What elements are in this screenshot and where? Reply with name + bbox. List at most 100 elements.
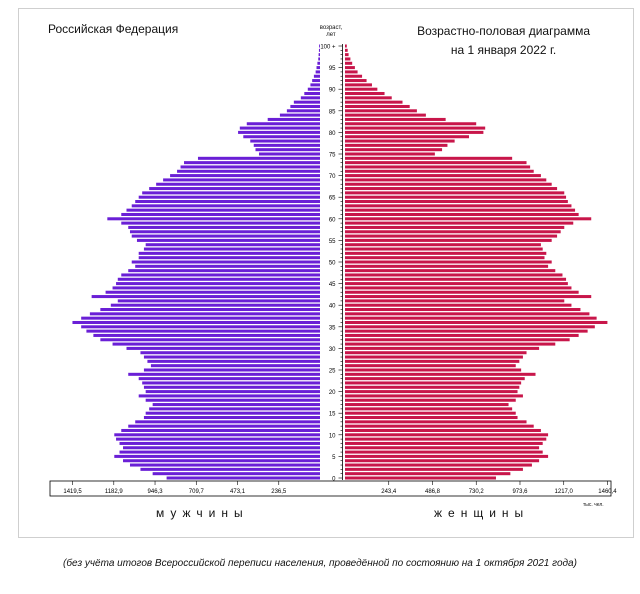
female-bar-age-71 — [345, 169, 534, 173]
male-bar-age-37 — [81, 316, 320, 320]
age-tick-label-55: 55 — [329, 239, 336, 245]
female-bar-age-55 — [345, 238, 552, 242]
male-bar-age-10 — [114, 433, 320, 437]
age-axis-header: возраст, лет — [316, 25, 346, 39]
female-bar-age-90 — [345, 87, 378, 91]
female-bar-age-72 — [345, 165, 531, 169]
female-bar-age-88 — [345, 96, 392, 100]
age-tick-label-70: 70 — [329, 174, 336, 180]
male-bar-age-43 — [105, 290, 320, 294]
male-bar-age-6 — [119, 450, 320, 454]
age-tick-label-50: 50 — [329, 261, 336, 267]
male-bar-age-46 — [117, 277, 320, 281]
male-bar-age-55 — [136, 238, 320, 242]
male-bar-age-16 — [149, 407, 320, 411]
female-bar-age-68 — [345, 182, 552, 186]
female-value-tick-label-2: 730,2 — [469, 489, 485, 495]
female-bar-age-6 — [345, 450, 543, 454]
female-bar-age-87 — [345, 100, 403, 104]
male-bar-age-78 — [250, 139, 320, 143]
female-bar-age-40 — [345, 303, 572, 307]
female-bar-age-28 — [345, 355, 523, 359]
female-bar-age-78 — [345, 139, 455, 143]
male-bar-age-62 — [126, 208, 320, 212]
male-bar-age-48 — [128, 269, 320, 273]
male-bar-age-42 — [91, 295, 320, 299]
male-bar-age-35 — [81, 325, 320, 329]
footnote: (без учёта итогов Всероссийской переписи… — [63, 558, 577, 569]
male-bar-age-2 — [140, 467, 320, 471]
male-bar-age-99 — [318, 48, 320, 52]
male-bar-age-66 — [142, 191, 320, 195]
male-bar-age-11 — [121, 428, 321, 432]
female-bar-age-27 — [345, 359, 520, 363]
female-bar-age-23 — [345, 377, 525, 381]
age-tick-label-85: 85 — [329, 109, 336, 115]
female-bar-age-34 — [345, 329, 588, 333]
male-bar-age-98 — [318, 53, 320, 57]
male-bar-age-88 — [300, 96, 320, 100]
female-bar-age-51 — [345, 256, 545, 260]
age-tick-label-20: 20 — [329, 390, 336, 396]
female-bar-age-7 — [345, 446, 540, 450]
female-bar-age-11 — [345, 428, 541, 432]
female-bar-age-20 — [345, 390, 518, 394]
male-bar-age-65 — [138, 195, 320, 199]
male-bar-age-82 — [246, 122, 320, 126]
female-bar-age-0 — [345, 476, 496, 480]
male-bar-age-68 — [156, 182, 320, 186]
male-bar-age-0 — [166, 476, 320, 480]
male-value-tick-label-4: 473,1 — [230, 489, 246, 495]
age-tick-label-45: 45 — [329, 282, 336, 288]
age-tick-label-10: 10 — [329, 433, 336, 439]
female-bar-age-53 — [345, 247, 543, 251]
female-bar-age-100 — [345, 44, 347, 48]
female-bar-age-69 — [345, 178, 547, 182]
age-axis-header-line1: возраст, — [319, 25, 343, 31]
female-bar-age-8 — [345, 441, 543, 445]
male-bar-age-93 — [313, 74, 320, 78]
female-bar-age-33 — [345, 333, 579, 337]
female-bar-age-59 — [345, 221, 574, 225]
age-tick-label-95: 95 — [329, 66, 336, 72]
male-bar-age-69 — [163, 178, 320, 182]
male-bar-age-41 — [117, 299, 320, 303]
female-bar-age-45 — [345, 282, 568, 286]
female-bar-age-66 — [345, 191, 565, 195]
female-bar-age-48 — [345, 269, 556, 273]
female-bar-age-3 — [345, 463, 532, 467]
male-bar-age-29 — [140, 351, 320, 355]
male-bar-age-90 — [307, 87, 320, 91]
male-bar-age-91 — [310, 83, 320, 87]
age-tick-label-75: 75 — [329, 153, 336, 159]
female-bar-age-62 — [345, 208, 576, 212]
male-bar-age-54 — [145, 243, 320, 247]
female-bar-age-4 — [345, 459, 540, 463]
male-bar-age-36 — [72, 320, 320, 324]
male-bar-age-14 — [143, 416, 320, 420]
female-bar-age-79 — [345, 135, 470, 139]
chart-frame — [18, 8, 634, 538]
male-bar-age-7 — [123, 446, 320, 450]
female-bar-age-12 — [345, 424, 534, 428]
female-bar-age-50 — [345, 260, 552, 264]
male-bar-age-83 — [267, 117, 320, 121]
female-bar-age-96 — [345, 61, 353, 65]
male-bar-age-96 — [317, 61, 320, 65]
female-bar-age-10 — [345, 433, 549, 437]
male-bar-age-89 — [304, 92, 320, 96]
age-axis-header-line2: лет — [326, 32, 336, 38]
age-tick-label-40: 40 — [329, 304, 336, 310]
female-bar-age-1 — [345, 472, 511, 476]
female-bar-age-25 — [345, 368, 522, 372]
male-bar-age-61 — [121, 212, 321, 216]
male-bar-age-28 — [143, 355, 320, 359]
male-bar-age-52 — [138, 251, 320, 255]
female-bar-age-42 — [345, 295, 592, 299]
male-bar-age-100 — [319, 44, 320, 48]
age-tick-label-0: 0 — [332, 477, 336, 483]
female-bar-age-85 — [345, 109, 417, 113]
female-bars — [345, 44, 608, 480]
female-bar-age-84 — [345, 113, 426, 117]
